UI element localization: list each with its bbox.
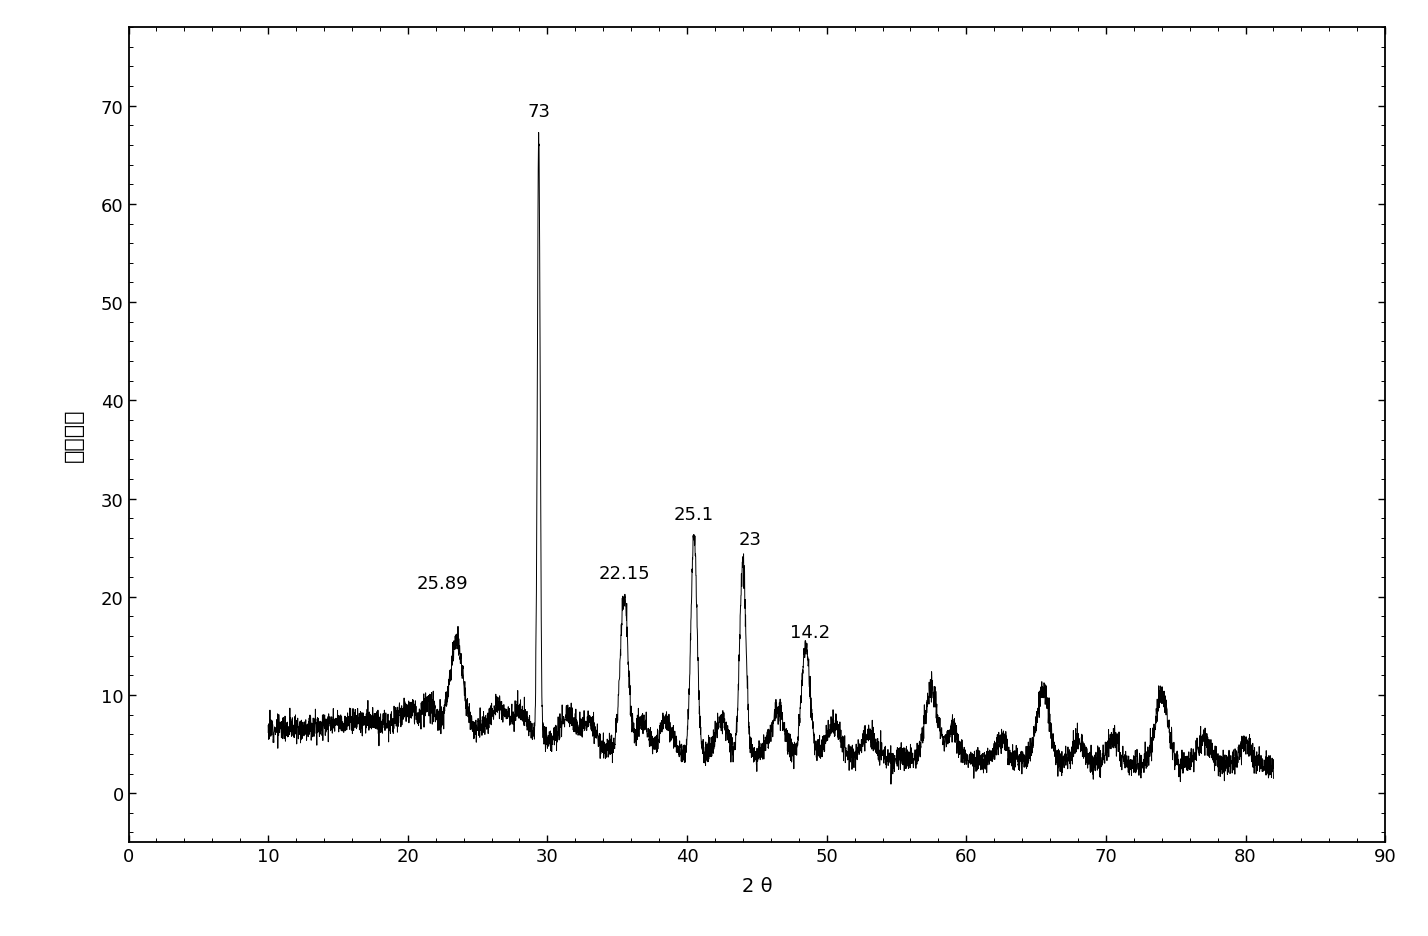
Text: 25.1: 25.1 [674, 505, 714, 523]
Text: 25.89: 25.89 [417, 575, 468, 592]
X-axis label: 2 θ: 2 θ [741, 876, 773, 896]
Text: 14.2: 14.2 [790, 623, 830, 641]
Text: 23: 23 [738, 530, 761, 548]
Text: 73: 73 [527, 103, 550, 122]
Y-axis label: 相对强度: 相对强度 [64, 408, 84, 462]
Text: 22.15: 22.15 [598, 564, 650, 582]
